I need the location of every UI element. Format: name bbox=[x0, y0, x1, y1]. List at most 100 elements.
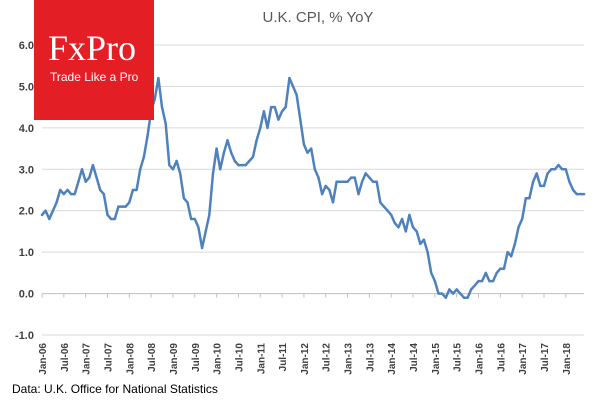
data-point bbox=[306, 151, 309, 154]
data-point bbox=[164, 122, 167, 125]
x-tick-label: Jan-15 bbox=[431, 343, 442, 375]
data-point bbox=[259, 126, 262, 130]
data-point bbox=[186, 201, 189, 204]
data-point bbox=[328, 188, 331, 192]
x-tick-label: Jan-10 bbox=[213, 343, 224, 375]
y-tick-label: 4.0 bbox=[19, 123, 34, 135]
x-tick-label: Jul-16 bbox=[496, 343, 507, 372]
x-tick-label: Jan-17 bbox=[518, 343, 529, 375]
x-tick-label: Jan-16 bbox=[475, 343, 486, 375]
data-point bbox=[400, 217, 404, 221]
data-point bbox=[280, 110, 284, 113]
data-point bbox=[197, 226, 200, 229]
data-point bbox=[295, 93, 298, 96]
x-tick-label: Jan-12 bbox=[300, 343, 311, 375]
data-point bbox=[371, 180, 375, 183]
data-point bbox=[408, 213, 411, 217]
x-tick-label: Jul-10 bbox=[234, 343, 245, 372]
data-point bbox=[510, 255, 513, 258]
data-point bbox=[69, 192, 73, 196]
x-tick-label: Jul-12 bbox=[322, 343, 333, 372]
data-point bbox=[160, 105, 164, 109]
y-tick-label: 0.0 bbox=[19, 289, 34, 301]
data-point bbox=[313, 168, 316, 171]
source-note: Data: U.K. Office for National Statistic… bbox=[12, 382, 218, 396]
x-tick-label: Jul-17 bbox=[540, 343, 551, 372]
x-tick-label: Jan-06 bbox=[38, 343, 49, 375]
data-point bbox=[553, 168, 557, 171]
data-point bbox=[448, 288, 451, 291]
data-point bbox=[88, 176, 91, 179]
data-point bbox=[40, 213, 44, 217]
data-point bbox=[55, 201, 58, 204]
data-point bbox=[393, 221, 396, 225]
data-point bbox=[495, 271, 498, 275]
data-point bbox=[546, 172, 549, 175]
data-point bbox=[426, 250, 429, 254]
data-point bbox=[488, 279, 491, 283]
data-point bbox=[157, 76, 160, 80]
data-point bbox=[146, 134, 149, 138]
x-axis-tick-labels: Jan-06 Jul-06 Jan-07 Jul-07 Jan-08 Jul-08 Jan-… bbox=[38, 293, 573, 375]
x-tick-label: Jul-13 bbox=[365, 343, 376, 372]
data-point bbox=[168, 163, 171, 167]
data-point bbox=[411, 226, 415, 229]
data-point bbox=[382, 205, 386, 208]
data-point bbox=[222, 151, 226, 154]
data-point bbox=[95, 176, 98, 179]
data-point bbox=[193, 217, 196, 221]
data-point bbox=[440, 292, 444, 295]
data-point bbox=[542, 184, 546, 188]
y-tick-label: 3.0 bbox=[19, 164, 34, 176]
x-tick-label: Jan-07 bbox=[82, 343, 93, 375]
logo-tagline: Trade Like a Pro bbox=[50, 70, 139, 84]
x-tick-label: Jan-11 bbox=[256, 343, 267, 375]
data-point bbox=[139, 168, 142, 171]
data-point bbox=[288, 76, 291, 80]
data-point bbox=[470, 288, 473, 291]
data-point bbox=[230, 151, 233, 154]
data-point bbox=[62, 192, 65, 196]
data-point bbox=[360, 180, 364, 183]
y-tick-label: 5.0 bbox=[19, 81, 34, 93]
data-point bbox=[310, 147, 313, 150]
chart-title: U.K. CPI, % YoY bbox=[263, 9, 374, 26]
data-point bbox=[419, 242, 422, 246]
data-point bbox=[200, 246, 204, 250]
data-point bbox=[582, 192, 586, 196]
logo-name: FxPro bbox=[48, 28, 137, 68]
data-point bbox=[117, 205, 120, 208]
data-point bbox=[444, 296, 447, 299]
data-point bbox=[237, 163, 240, 167]
x-tick-label: Jul-15 bbox=[453, 343, 464, 372]
data-point bbox=[299, 118, 302, 121]
data-point bbox=[211, 172, 215, 175]
data-point bbox=[204, 230, 207, 233]
data-point bbox=[320, 192, 324, 196]
data-point bbox=[531, 180, 535, 183]
x-tick-label: Jul-11 bbox=[278, 343, 289, 372]
data-point bbox=[528, 197, 531, 200]
data-point bbox=[491, 279, 495, 283]
data-point bbox=[106, 213, 109, 217]
data-point bbox=[353, 176, 356, 179]
data-point bbox=[437, 292, 440, 295]
data-point bbox=[379, 201, 382, 204]
data-point bbox=[233, 159, 236, 163]
cpi-series-line bbox=[40, 76, 586, 299]
data-point bbox=[579, 192, 582, 196]
data-point bbox=[564, 168, 567, 171]
data-point bbox=[66, 188, 69, 192]
x-tick-label: Jan-13 bbox=[344, 343, 355, 375]
data-point bbox=[364, 172, 367, 175]
data-point bbox=[175, 159, 178, 163]
data-point bbox=[142, 155, 146, 159]
data-point bbox=[44, 209, 47, 212]
data-point bbox=[422, 238, 426, 241]
fxpro-logo: FxPro Trade Like a Pro bbox=[34, 0, 154, 120]
data-point bbox=[244, 163, 247, 167]
data-point bbox=[251, 155, 255, 159]
data-point bbox=[386, 209, 389, 212]
data-point bbox=[455, 288, 458, 291]
data-point bbox=[568, 180, 571, 183]
